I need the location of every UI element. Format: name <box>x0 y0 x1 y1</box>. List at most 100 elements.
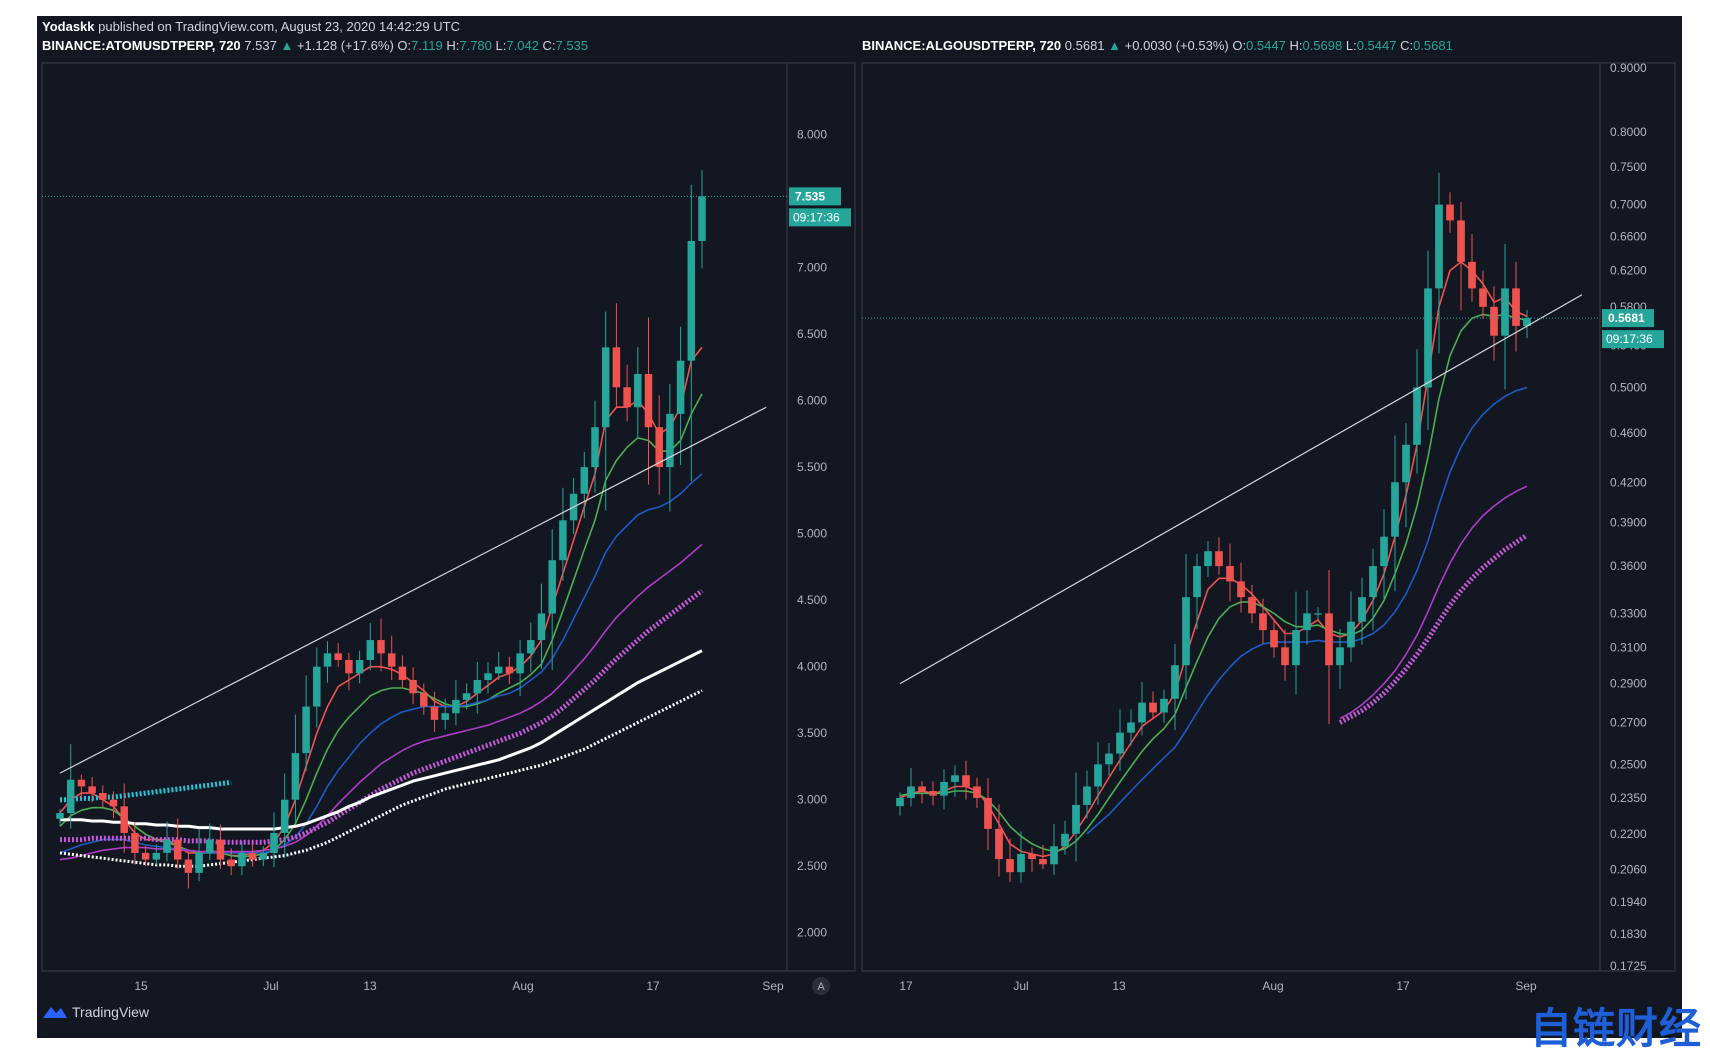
c1-candle-body <box>1072 804 1080 834</box>
c0-candle-body <box>259 852 268 860</box>
c1-candle-body <box>1204 551 1212 567</box>
right-symbol[interactable]: BINANCE:ALGOUSDTPERP, 720 <box>862 38 1062 53</box>
c1-candle-body <box>1116 732 1124 754</box>
c0-candle-body <box>141 852 150 860</box>
c1-y-tick-18: 0.2350 <box>1610 791 1647 805</box>
c1-y-tick-9: 0.4600 <box>1610 426 1647 440</box>
c1-candle-body <box>1248 597 1256 614</box>
c0-price-label: 7.535 <box>795 189 825 203</box>
c1-candle-body <box>1226 566 1234 582</box>
c0-ma-4 <box>60 588 704 845</box>
c0-y-tick-5: 5.000 <box>797 527 827 541</box>
c1-candle-body <box>1380 536 1388 567</box>
c1-y-tick-2: 0.7500 <box>1610 160 1647 174</box>
left-up-arrow-icon: ▲ <box>280 38 294 53</box>
c1-y-tick-15: 0.2900 <box>1610 677 1647 691</box>
c1-y-tick-8: 0.5000 <box>1610 381 1647 395</box>
c0-y-tick-0: 8.000 <box>797 128 827 142</box>
c0-candle-body <box>420 693 428 707</box>
c0-candle-body <box>56 813 64 819</box>
c1-y-tick-16: 0.2700 <box>1610 715 1647 729</box>
c1-y-tick-20: 0.2060 <box>1610 863 1647 877</box>
c1-candle-body <box>896 797 904 807</box>
c1-candle-body <box>1512 288 1520 326</box>
c1-candle-body <box>1325 613 1333 666</box>
c0-candle-body <box>591 427 599 468</box>
left-symbol[interactable]: BINANCE:ATOMUSDTPERP, 720 <box>42 38 241 53</box>
c1-candle-body <box>1457 220 1465 262</box>
c0-candle-body <box>216 839 225 860</box>
c0-candle-body <box>109 799 118 807</box>
c1-candle-body <box>1017 853 1025 873</box>
c0-candle-body <box>462 693 471 700</box>
c0-candle-body <box>248 852 257 860</box>
c0-ma-7 <box>60 779 232 803</box>
c1-y-tick-13: 0.3300 <box>1610 606 1647 620</box>
c0-auto-scale-button <box>812 977 830 995</box>
c0-candle-body <box>238 852 246 867</box>
c1-candle-body <box>1292 630 1300 666</box>
c1-candle-body <box>1050 846 1058 865</box>
c0-candle-body <box>548 560 556 614</box>
c1-y-tick-3: 0.7000 <box>1610 198 1647 212</box>
c1-y-tick-5: 0.6200 <box>1610 264 1647 278</box>
c0-candle-body <box>120 806 128 833</box>
left-high: 7.780 <box>459 38 492 53</box>
chart-frame <box>37 16 1682 1038</box>
c1-candle-body <box>1006 859 1014 873</box>
c0-y-tick-8: 3.500 <box>797 726 827 740</box>
c0-candle-body <box>366 640 375 661</box>
c0-candle-body <box>676 360 685 414</box>
c1-candle-body <box>1127 722 1135 733</box>
c1-candle-body <box>951 775 959 782</box>
c1-candle-body <box>1303 613 1311 631</box>
c1-candle-body <box>1061 833 1069 847</box>
c1-candle-body <box>1083 786 1091 805</box>
left-change: +1.128 (+17.6%) <box>296 38 394 53</box>
c1-candle-body <box>1237 581 1245 598</box>
c1-candle-body <box>1028 853 1036 860</box>
c0-candle-body <box>206 839 214 853</box>
c0-candle-body <box>387 653 396 667</box>
right-change: +0.0030 (+0.53%) <box>1124 38 1229 53</box>
c1-candle-body <box>907 786 915 798</box>
c1-candle-body <box>940 781 948 796</box>
c1-y-tick-14: 0.3100 <box>1610 640 1647 654</box>
c0-candle-body <box>612 347 621 388</box>
c1-candle-body <box>1281 647 1289 666</box>
c0-price-label-box <box>789 187 841 206</box>
c1-ma-3 <box>1339 485 1528 720</box>
author-name[interactable]: Yodaskk <box>42 19 95 34</box>
c0-x-tick-4: 17 <box>646 979 660 993</box>
c1-y-tick-12: 0.3600 <box>1610 559 1647 573</box>
c1-candle-body <box>1259 613 1267 631</box>
c0-candle-body <box>88 786 96 794</box>
c0-candle-body <box>559 520 567 561</box>
c1-y-tick-1: 0.8000 <box>1610 125 1647 139</box>
c0-candle-body <box>644 373 653 428</box>
c0-candle-body <box>484 673 492 680</box>
c0-candle-body <box>666 413 674 468</box>
c0-y-tick-10: 2.500 <box>797 859 827 873</box>
c0-candle-body <box>334 653 342 661</box>
c1-x-tick-5: Sep <box>1515 979 1537 993</box>
c1-candle-body <box>1413 387 1421 445</box>
c0-candle-body <box>302 706 310 754</box>
c1-candle-body <box>1490 306 1498 336</box>
tradingview-brand[interactable]: TradingView <box>42 1004 149 1020</box>
brand-label: TradingView <box>72 1004 150 1020</box>
left-open: 7.119 <box>411 38 443 53</box>
c1-y-tick-0: 0.9000 <box>1610 61 1647 75</box>
c0-candle-body <box>452 699 460 714</box>
c1-x-tick-1: Jul <box>1013 979 1028 993</box>
c0-candle-body <box>505 666 514 674</box>
left-low: 7.042 <box>506 38 539 53</box>
c1-y-tick-22: 0.1830 <box>1610 927 1647 941</box>
c1-candle-body <box>1314 613 1322 615</box>
right-last: 0.5681 <box>1064 38 1105 53</box>
c1-x-tick-2: 13 <box>1112 979 1126 993</box>
watermark: 自链财经 <box>1530 1005 1703 1052</box>
c0-candle-body <box>580 467 589 494</box>
